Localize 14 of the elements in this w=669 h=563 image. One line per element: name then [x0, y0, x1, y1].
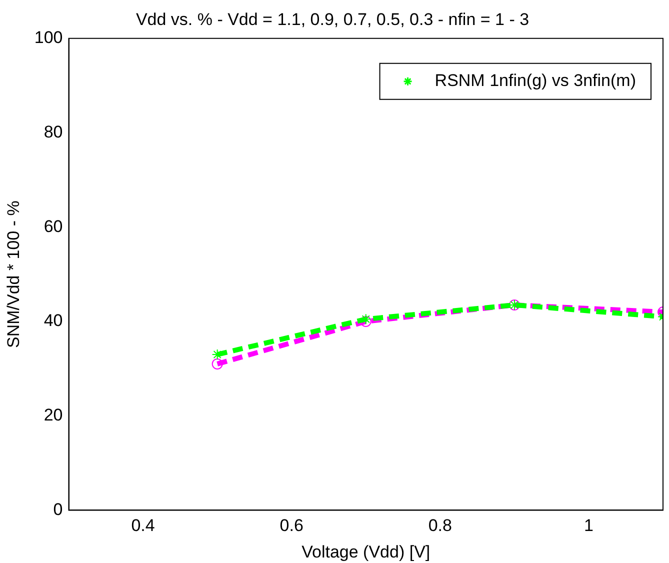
x-axis-title: Voltage (Vdd) [V]	[302, 542, 430, 562]
x-tick-label: 0.8	[428, 516, 452, 536]
y-tick-label: 40	[44, 311, 63, 330]
legend-label: RSNM 1nfin(g) vs 3nfin(m)	[434, 71, 636, 90]
y-axis-title: SNM/Vdd * 100 - %	[4, 200, 23, 348]
y-tick-label: 20	[44, 406, 63, 425]
y-tick-label: 60	[44, 216, 63, 236]
y-tick-label: 0	[53, 500, 63, 519]
y-tick-label: 100	[34, 28, 63, 48]
x-tick-label: 1	[584, 516, 594, 536]
x-tick-label: 0.6	[280, 516, 304, 536]
chart-title: Vdd vs. % - Vdd = 1.1, 0.9, 0.7, 0.5, 0.3 - nfin = 1 - 3	[136, 10, 530, 29]
y-tick-label: 80	[44, 122, 63, 142]
x-tick-label: 0.4	[131, 516, 155, 536]
